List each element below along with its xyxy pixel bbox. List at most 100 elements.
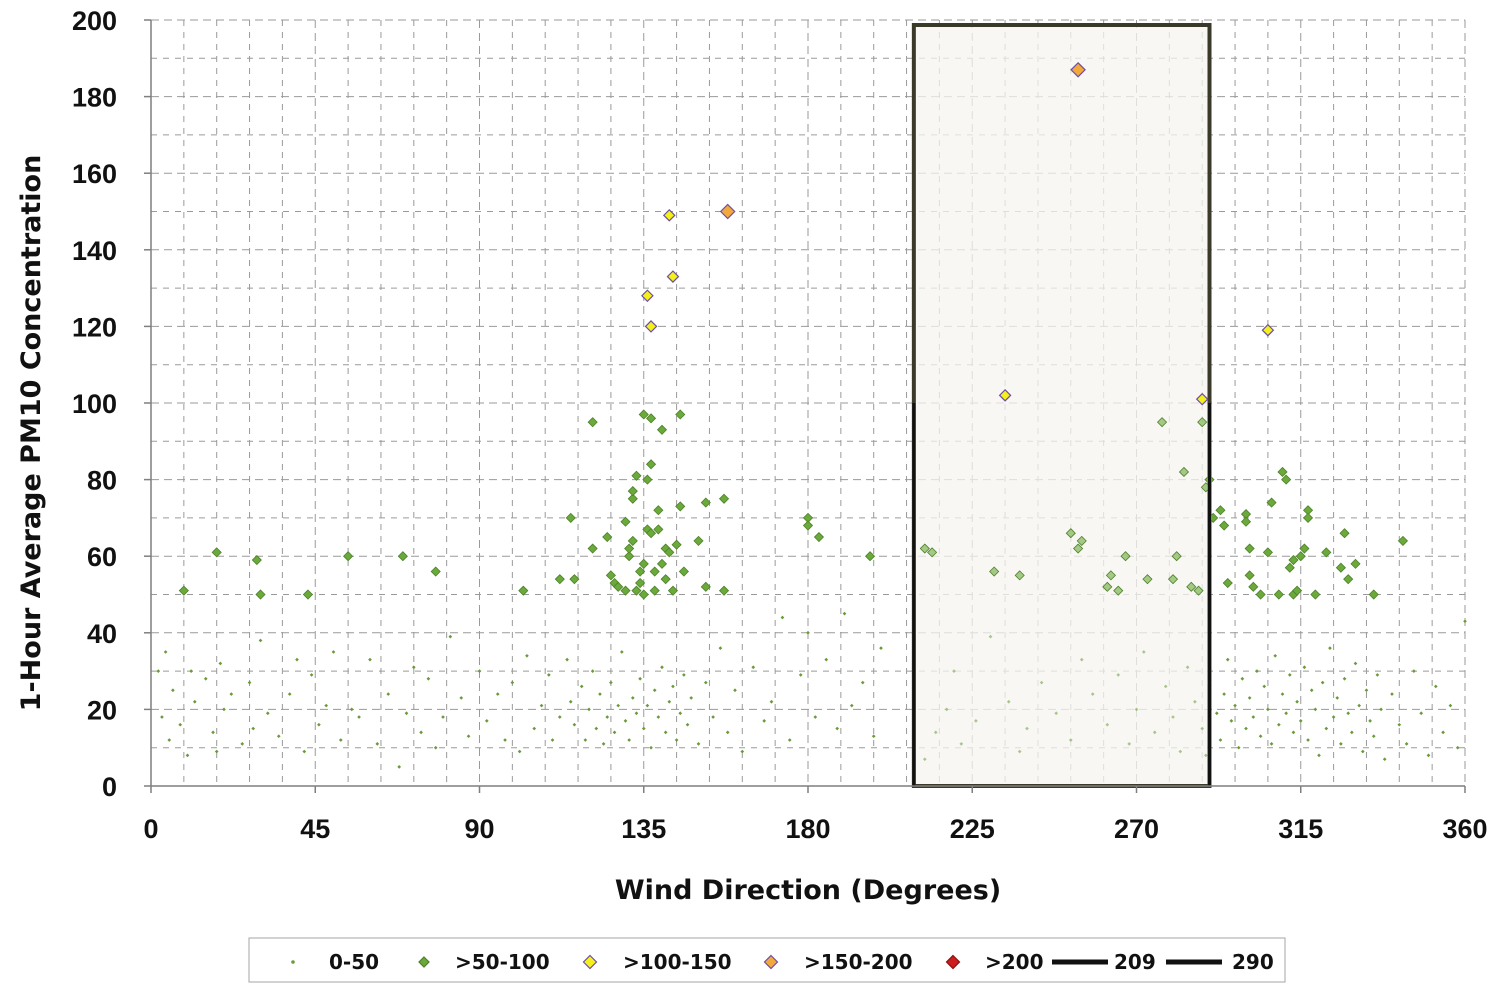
point-50-100 bbox=[989, 566, 1000, 577]
point-50-100 bbox=[620, 585, 631, 596]
point-0-50 bbox=[1178, 749, 1183, 754]
point-50-100 bbox=[554, 574, 565, 585]
point-50-100 bbox=[645, 528, 657, 539]
x-tick-label: 270 bbox=[1114, 814, 1159, 844]
point-0-50 bbox=[1339, 742, 1343, 746]
point-0-50 bbox=[1006, 699, 1011, 704]
point-0-50 bbox=[1291, 730, 1296, 735]
point-0-50 bbox=[1309, 688, 1314, 693]
point-0-50 bbox=[1419, 711, 1424, 716]
legend-label: >50-100 bbox=[455, 950, 550, 974]
y-tick-label: 20 bbox=[87, 695, 117, 725]
point-50-100 bbox=[1102, 581, 1113, 592]
point-0-50 bbox=[813, 715, 818, 719]
point-50-100 bbox=[627, 493, 638, 504]
point-0-50 bbox=[565, 657, 569, 662]
point-0-50 bbox=[1236, 745, 1241, 750]
point-50-100 bbox=[1120, 551, 1131, 562]
legend-label: 0-50 bbox=[329, 950, 379, 974]
y-tick-label: 80 bbox=[87, 466, 117, 496]
point-50-100 bbox=[700, 581, 711, 592]
point-0-50 bbox=[397, 765, 402, 769]
point-50-100 bbox=[430, 566, 441, 577]
point-50-100 bbox=[1273, 589, 1284, 600]
legend-label: >100-150 bbox=[623, 950, 732, 974]
point-0-50 bbox=[287, 692, 292, 696]
point-0-50 bbox=[1204, 753, 1208, 758]
point-50-100 bbox=[1219, 520, 1230, 531]
point-0-50 bbox=[988, 634, 993, 639]
point-0-50 bbox=[656, 715, 661, 719]
point-0-50 bbox=[1426, 753, 1431, 758]
point-0-50 bbox=[525, 653, 529, 658]
point-0-50 bbox=[1320, 680, 1325, 685]
point-0-50 bbox=[623, 719, 628, 723]
point-0-50 bbox=[740, 749, 745, 754]
point-0-50 bbox=[1463, 619, 1467, 624]
point-50-100 bbox=[1397, 535, 1409, 546]
data-points bbox=[156, 61, 1467, 786]
y-tick-label: 100 bbox=[72, 389, 117, 419]
point-50-100 bbox=[1142, 574, 1153, 585]
point-50-100 bbox=[638, 589, 649, 600]
point-0-50 bbox=[1127, 742, 1132, 746]
point-0-50 bbox=[682, 673, 686, 677]
point-50-100 bbox=[802, 520, 814, 531]
point-50-100 bbox=[635, 577, 646, 589]
point-50-100 bbox=[656, 558, 668, 569]
point-50-100 bbox=[653, 524, 664, 535]
point-150-200 bbox=[1070, 61, 1086, 78]
point-50-100 bbox=[631, 470, 642, 481]
point-0-50 bbox=[1328, 646, 1332, 650]
point-0-50 bbox=[1287, 673, 1292, 677]
point-50-100 bbox=[587, 543, 598, 554]
point-0-50 bbox=[879, 646, 883, 650]
x-tick-label: 45 bbox=[300, 814, 330, 844]
point-0-50 bbox=[1346, 711, 1351, 716]
point-0-50 bbox=[1262, 684, 1267, 689]
legend-label: 290 bbox=[1232, 950, 1274, 974]
point-50-100 bbox=[602, 531, 613, 543]
point-0-50 bbox=[1433, 684, 1438, 689]
point-100-150 bbox=[998, 388, 1012, 402]
point-50-100 bbox=[1255, 589, 1266, 600]
x-axis-title: Wind Direction (Degrees) bbox=[615, 875, 1001, 906]
point-0-50 bbox=[594, 726, 599, 731]
point-0-50 bbox=[974, 719, 978, 723]
legend-label: >200 bbox=[985, 950, 1044, 974]
legend-marker-diamond bbox=[418, 956, 430, 968]
point-0-50 bbox=[933, 730, 938, 735]
point-50-100 bbox=[1284, 562, 1295, 573]
point-0-50 bbox=[247, 680, 252, 685]
point-50-100 bbox=[1073, 543, 1084, 554]
point-0-50 bbox=[1368, 719, 1372, 723]
legend-label: >150-200 bbox=[804, 950, 913, 974]
point-0-50 bbox=[711, 715, 715, 719]
point-0-50 bbox=[627, 738, 631, 742]
legend-marker-dot bbox=[291, 960, 295, 964]
point-50-100 bbox=[1240, 516, 1252, 527]
point-0-50 bbox=[1397, 722, 1402, 727]
point-50-100 bbox=[1350, 558, 1361, 569]
point-50-100 bbox=[693, 535, 704, 546]
point-0-50 bbox=[1054, 711, 1059, 716]
point-50-100 bbox=[1277, 466, 1288, 478]
point-0-50 bbox=[616, 703, 621, 708]
point-0-50 bbox=[871, 734, 876, 739]
point-50-100 bbox=[1197, 417, 1208, 428]
point-50-100 bbox=[1186, 581, 1197, 592]
point-0-50 bbox=[634, 711, 639, 716]
point-100-150 bbox=[1261, 323, 1275, 337]
point-0-50 bbox=[1342, 676, 1347, 681]
point-50-100 bbox=[667, 585, 679, 596]
point-0-50 bbox=[630, 696, 635, 700]
legend: 0-50 >50-100 >100-150 >150-200 >200 209 290 bbox=[248, 937, 1286, 983]
point-0-50 bbox=[641, 726, 646, 731]
point-0-50 bbox=[696, 742, 701, 746]
point-0-50 bbox=[1448, 703, 1453, 708]
legend-marker-diamond bbox=[582, 954, 598, 970]
point-50-100 bbox=[620, 516, 631, 527]
point-0-50 bbox=[302, 749, 307, 754]
legend-marker-diamond bbox=[945, 954, 961, 970]
point-0-50 bbox=[1317, 753, 1321, 758]
